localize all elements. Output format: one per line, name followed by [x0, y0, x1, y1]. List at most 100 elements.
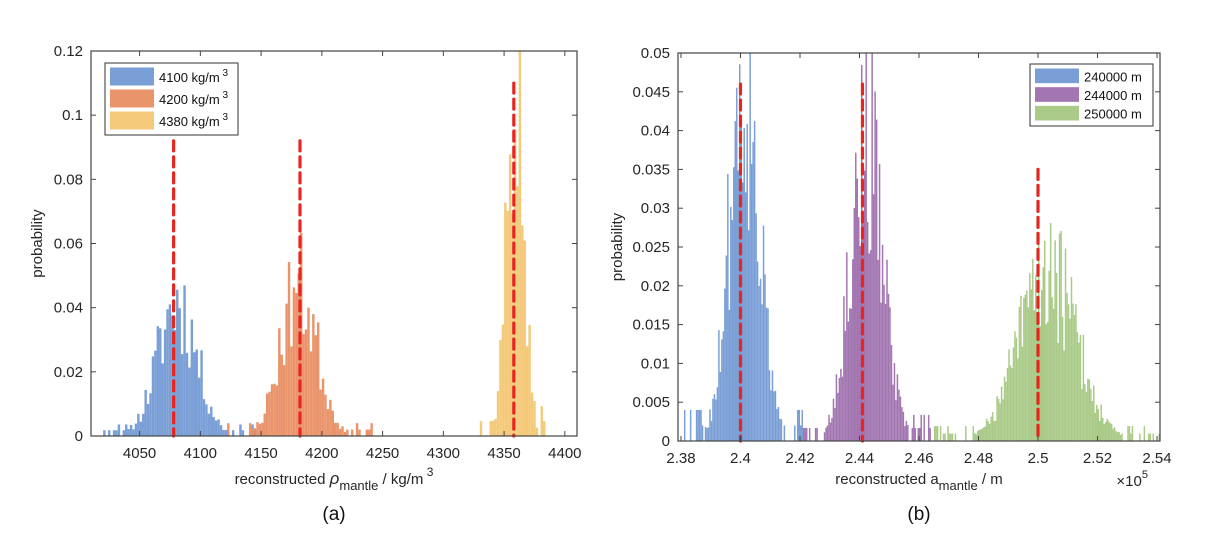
histogram-bar: [981, 428, 983, 441]
histogram-bar: [1021, 346, 1024, 441]
histogram-bar: [919, 427, 921, 441]
histogram-bar: [307, 307, 310, 436]
histogram-bar: [1043, 240, 1046, 441]
histogram-bar: [1093, 385, 1095, 441]
histogram-bar: [504, 202, 507, 436]
histogram-bar: [1030, 289, 1033, 441]
histogram-bar: [1058, 233, 1061, 441]
histogram-bar: [776, 409, 778, 441]
histogram-bar: [874, 91, 876, 442]
histogram-bar: [268, 391, 271, 436]
histogram-bar: [765, 307, 768, 441]
histogram-bar: [721, 339, 723, 441]
histogram-bar: [202, 399, 206, 436]
legend-label: 240000 m: [1084, 69, 1142, 84]
x-tick-label: 2.44: [845, 450, 874, 467]
histogram-bar: [1091, 400, 1094, 441]
histogram-bar: [185, 352, 189, 436]
histogram-bar: [1131, 426, 1134, 441]
histogram-bar: [1084, 384, 1086, 441]
histogram-bar: [767, 308, 769, 441]
y-tick-label: 0.03: [641, 200, 670, 217]
histogram-bar: [1049, 222, 1052, 441]
x-tick-label: 2.48: [964, 450, 993, 467]
histogram-bar: [1106, 418, 1108, 441]
histogram-bar: [759, 278, 762, 441]
x-tick-label: 2.5: [1028, 450, 1049, 467]
histogram-bar: [752, 141, 754, 442]
y-tick-label: 0.035: [632, 161, 670, 178]
histogram-bar: [1103, 423, 1105, 441]
histogram-bar: [913, 414, 915, 441]
y-tick-label: 0.12: [54, 43, 83, 60]
histogram-bar: [1148, 433, 1150, 441]
histogram-bar: [1079, 335, 1082, 441]
histogram-bar: [761, 304, 763, 441]
x-tick-label: 4100: [184, 445, 217, 462]
histogram-bar: [1075, 304, 1077, 441]
histogram-bar: [948, 433, 951, 441]
histogram-bar: [929, 427, 931, 441]
panel-label: (a): [322, 504, 345, 525]
histogram-bar: [351, 429, 354, 436]
histogram-bar: [343, 431, 347, 436]
histogram-bar: [866, 222, 869, 441]
histogram-bar: [736, 87, 738, 441]
histogram-bar: [1082, 334, 1085, 441]
histogram-bar: [506, 210, 509, 436]
histogram-bar: [193, 352, 196, 436]
histogram-bar: [115, 430, 118, 436]
histogram-bar: [936, 426, 939, 441]
histogram-bar: [1100, 404, 1102, 441]
histogram-bar: [899, 396, 902, 441]
histogram-bar: [346, 429, 349, 436]
histogram-bar: [117, 424, 121, 436]
histogram-bar: [149, 393, 152, 436]
histogram-bar: [338, 428, 342, 436]
histogram-bar: [985, 418, 988, 441]
histogram-bar: [219, 425, 223, 436]
y-tick-label: 0: [662, 433, 670, 450]
histogram-bar: [1085, 391, 1088, 441]
legend-swatch: [110, 89, 154, 108]
histogram-bar: [741, 182, 744, 441]
legend-label: 250000 m: [1084, 107, 1142, 122]
legend-item: 244000 m: [1035, 87, 1142, 103]
histogram-bar: [1003, 376, 1006, 441]
histogram-bar: [1006, 367, 1009, 441]
histogram-bar: [825, 427, 827, 441]
histogram-bar: [137, 413, 140, 436]
legend-item: 4100 kg/m 3: [110, 67, 228, 86]
histogram-bar: [1090, 388, 1092, 441]
histogram-bar: [1046, 322, 1049, 441]
histogram-bar: [933, 426, 936, 441]
histogram-bar: [525, 346, 529, 436]
histogram-bar: [950, 433, 952, 441]
histogram-bar: [863, 170, 866, 441]
histogram-bar: [321, 378, 325, 436]
histogram-bar: [832, 398, 835, 441]
histogram-bar: [494, 418, 497, 436]
histogram-bar: [758, 286, 760, 441]
histogram-bar: [977, 430, 979, 441]
histogram-bar: [712, 398, 714, 441]
y-tick-label: 0.015: [632, 317, 670, 334]
histogram-bar: [265, 393, 269, 436]
histogram-bar: [746, 123, 748, 442]
histogram-bar: [896, 374, 899, 441]
histogram-bar: [911, 427, 914, 441]
histogram-bar: [859, 246, 861, 441]
histogram-bar: [326, 409, 330, 436]
y-tick-label: 0.045: [632, 84, 670, 101]
histogram-bar: [701, 425, 704, 441]
series-4100-kg/m: [103, 285, 257, 436]
histogram-bar: [777, 407, 780, 441]
series-240000-m: [683, 53, 803, 442]
x-tick-label: 4400: [548, 445, 581, 462]
histogram-bar: [190, 319, 194, 436]
histogram-bar: [875, 119, 878, 441]
histogram-bar: [151, 356, 155, 436]
histogram-bar: [368, 429, 371, 436]
histogram-bar: [180, 354, 184, 436]
